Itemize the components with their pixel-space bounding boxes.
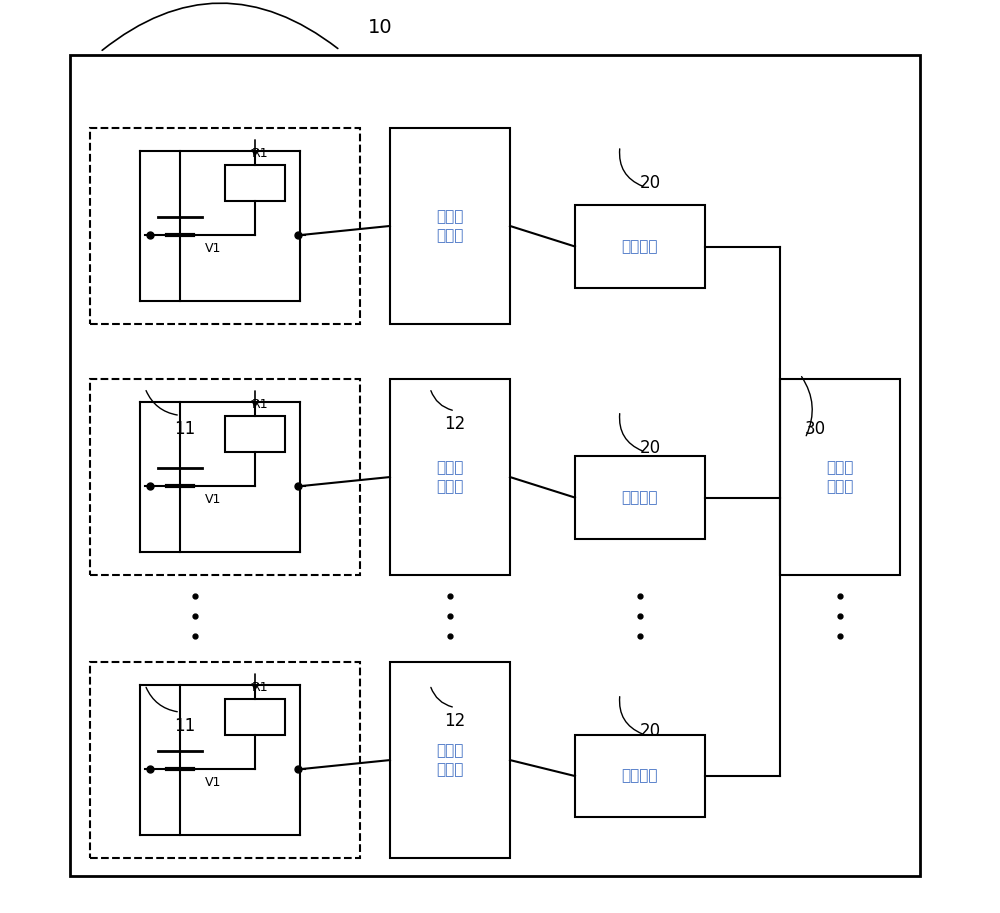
Text: 20: 20: [639, 438, 661, 456]
Text: R1: R1: [252, 681, 268, 694]
FancyBboxPatch shape: [780, 379, 900, 575]
Text: 12: 12: [444, 415, 466, 434]
Text: 模数转
换单元: 模数转 换单元: [436, 209, 464, 243]
FancyBboxPatch shape: [575, 205, 705, 288]
Text: 20: 20: [639, 173, 661, 192]
Text: 11: 11: [174, 717, 196, 735]
FancyBboxPatch shape: [390, 379, 510, 575]
Text: 模数转
换单元: 模数转 换单元: [436, 460, 464, 494]
Bar: [90, 128, 360, 324]
Text: 20: 20: [639, 721, 661, 740]
FancyBboxPatch shape: [225, 415, 285, 452]
Text: V1: V1: [205, 493, 222, 507]
Text: 延时模块: 延时模块: [622, 490, 658, 505]
Text: 电位提
升模块: 电位提 升模块: [826, 460, 854, 494]
FancyBboxPatch shape: [390, 662, 510, 858]
FancyBboxPatch shape: [575, 735, 705, 817]
Text: 10: 10: [368, 17, 392, 37]
Text: R1: R1: [252, 398, 268, 411]
Text: 延时模块: 延时模块: [622, 239, 658, 254]
Bar: [90, 379, 360, 575]
FancyBboxPatch shape: [390, 128, 510, 324]
Text: V1: V1: [205, 776, 222, 790]
FancyBboxPatch shape: [225, 164, 285, 201]
Text: R1: R1: [252, 147, 268, 160]
FancyBboxPatch shape: [70, 55, 920, 876]
Text: 延时模块: 延时模块: [622, 769, 658, 783]
Text: V1: V1: [205, 242, 222, 256]
Text: 30: 30: [805, 420, 826, 438]
Text: 11: 11: [174, 420, 196, 438]
FancyBboxPatch shape: [575, 456, 705, 539]
Text: 12: 12: [444, 712, 466, 730]
Text: 模数转
换单元: 模数转 换单元: [436, 743, 464, 777]
Bar: [90, 662, 360, 858]
FancyBboxPatch shape: [225, 698, 285, 735]
